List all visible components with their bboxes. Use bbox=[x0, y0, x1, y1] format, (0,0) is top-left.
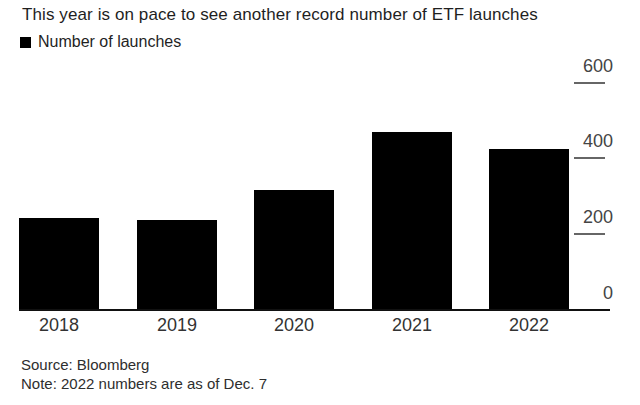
footer: Source: Bloomberg Note: 2022 numbers are… bbox=[21, 355, 267, 393]
y-tick-label: 200 bbox=[583, 208, 613, 226]
bar-2019 bbox=[137, 220, 217, 310]
y-tick-mark bbox=[574, 233, 605, 235]
chart-title: This year is on pace to see another reco… bbox=[22, 5, 538, 25]
y-tick-label: 600 bbox=[583, 57, 613, 75]
legend-swatch-icon bbox=[20, 37, 31, 48]
legend: Number of launches bbox=[20, 34, 181, 50]
y-tick-label: 400 bbox=[583, 132, 613, 150]
bar-2021 bbox=[372, 132, 452, 310]
x-axis-line bbox=[19, 309, 610, 311]
y-tick-label: 0 bbox=[603, 284, 613, 302]
x-axis-label: 2019 bbox=[157, 316, 197, 334]
note-line: Note: 2022 numbers are as of Dec. 7 bbox=[21, 374, 267, 393]
y-tick-mark bbox=[574, 82, 605, 84]
x-axis-label: 2022 bbox=[509, 316, 549, 334]
x-axis-label: 2020 bbox=[274, 316, 314, 334]
bar-2018 bbox=[19, 218, 99, 310]
source-line: Source: Bloomberg bbox=[21, 355, 267, 374]
bar-2022 bbox=[489, 149, 569, 310]
legend-label: Number of launches bbox=[38, 33, 181, 51]
x-axis-label: 2018 bbox=[39, 316, 79, 334]
bar-2020 bbox=[254, 190, 334, 310]
y-tick-mark bbox=[574, 157, 605, 159]
x-axis-label: 2021 bbox=[392, 316, 432, 334]
etf-launches-chart: This year is on pace to see another reco… bbox=[0, 0, 640, 405]
